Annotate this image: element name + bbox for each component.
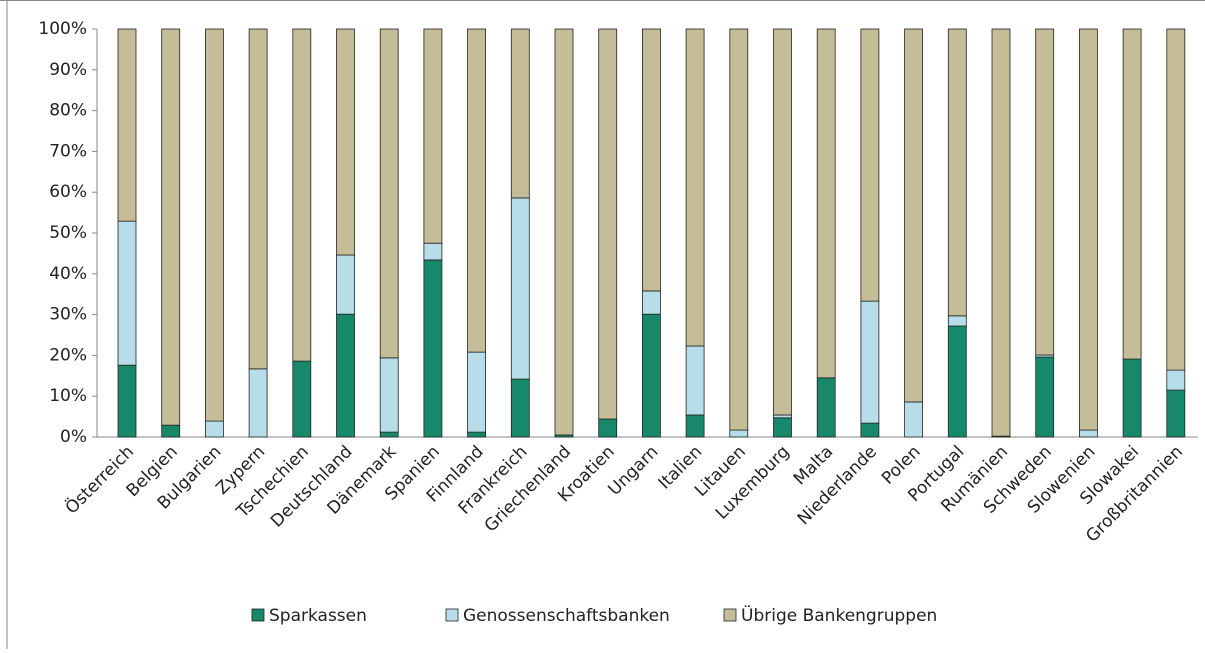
bar-segment (510, 28, 530, 199)
y-tick-label: 100% (38, 19, 87, 39)
bar-segment (248, 28, 268, 370)
bar-segment (773, 28, 792, 416)
bar-segment (685, 345, 705, 416)
bar-segment (1122, 28, 1142, 360)
legend-swatch (723, 608, 737, 622)
bar-segment (117, 364, 137, 438)
bar-segment (379, 357, 399, 433)
y-tick-label: 70% (49, 141, 87, 161)
y-tick-label: 50% (49, 223, 87, 243)
bar-segment (248, 368, 268, 438)
bar-segment (642, 290, 661, 315)
y-tick-label: 80% (49, 101, 87, 121)
bar-segment (904, 401, 923, 438)
bar-segment (947, 315, 967, 327)
bar-segment (423, 242, 443, 261)
bar-segment (729, 28, 749, 431)
bar-segment (204, 28, 224, 422)
bar-segment (379, 28, 399, 359)
y-tick-label: 40% (49, 264, 87, 284)
bar-segment (1035, 28, 1055, 356)
bar-segment (1122, 358, 1142, 438)
y-tick-label: 90% (49, 60, 87, 80)
legend-swatch (251, 608, 265, 622)
bar-segment (336, 313, 355, 438)
bar-segment (991, 28, 1011, 437)
y-tick-label: 10% (49, 386, 87, 406)
bar-segment (467, 431, 487, 438)
bar-segment (117, 28, 137, 222)
bar-segment (379, 431, 399, 438)
bar-segment (467, 28, 487, 353)
bar-segment (1166, 389, 1186, 438)
bar-segment (642, 28, 661, 292)
bar-segment (336, 254, 355, 315)
bar-segment (204, 420, 224, 438)
bar-segment (816, 28, 836, 379)
bar-segment (860, 28, 880, 302)
legend-label: Übrige Bankengruppen (741, 604, 937, 626)
bar-segment (729, 429, 749, 438)
x-tick-label: Österreich (60, 441, 138, 519)
bar-segment (1035, 356, 1055, 438)
bar-segment (904, 28, 923, 403)
bar-segment (292, 28, 312, 362)
bar-segment (1166, 369, 1186, 391)
bar-segment (860, 300, 880, 424)
bar-segment (598, 28, 618, 420)
bar-segment (642, 313, 661, 438)
bar-segment (161, 28, 181, 426)
bar-segment (117, 220, 137, 366)
bar-segment (773, 414, 792, 419)
legend-swatch (445, 608, 459, 622)
legend-label: Sparkassen (269, 606, 367, 626)
bar-segment (773, 417, 792, 438)
bar-segment (685, 414, 705, 438)
bar-segment (510, 378, 530, 438)
y-tick-label: 60% (49, 182, 87, 202)
bar-segment (336, 28, 355, 256)
bar-segment (816, 377, 836, 438)
bar-segment (860, 422, 880, 438)
bar-segment (947, 325, 967, 438)
bar-segment (1079, 429, 1098, 438)
legend-label: Genossenschaftsbanken (463, 606, 670, 626)
bar-segment (554, 28, 574, 436)
y-tick-label: 20% (49, 345, 87, 365)
bar-segment (1166, 28, 1186, 371)
bar-segment (467, 351, 487, 433)
y-tick-label: 30% (49, 305, 87, 325)
bar-segment (598, 418, 618, 438)
bar-segment (947, 28, 967, 317)
bar-segment (423, 28, 443, 244)
bar-segment (685, 28, 705, 347)
bar-segment (423, 259, 443, 438)
bar-segment (292, 360, 312, 438)
bar-segment (510, 197, 530, 380)
bar-segment (1079, 28, 1098, 431)
y-tick-label: 0% (60, 427, 87, 447)
bar-segment (161, 424, 181, 438)
